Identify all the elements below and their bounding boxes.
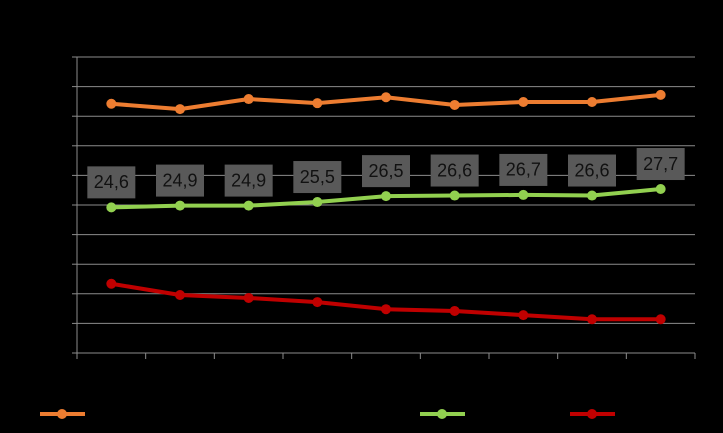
- label-box: [499, 153, 548, 186]
- data-label: 26,5: [368, 161, 403, 181]
- data-label: 26,6: [437, 160, 472, 180]
- point: [518, 310, 529, 321]
- point: [381, 304, 391, 315]
- point: [243, 94, 254, 105]
- y-tick-label: 30: [56, 168, 70, 182]
- y-tick-label: 20: [56, 227, 70, 241]
- point: [175, 200, 185, 211]
- label-box: [430, 154, 479, 187]
- label-box: [224, 164, 273, 197]
- point: [243, 200, 254, 211]
- data-label: 26,6: [574, 160, 609, 180]
- point: [518, 96, 529, 107]
- point: [312, 98, 323, 109]
- point: [312, 197, 323, 208]
- label-box: [568, 154, 616, 187]
- point: [449, 190, 460, 201]
- y-tick-label: 50: [56, 49, 70, 63]
- point: [106, 278, 117, 289]
- point: [655, 89, 666, 100]
- data-label: 24,6: [94, 172, 129, 192]
- label-box: [636, 148, 685, 181]
- y-tick-label: 40: [56, 108, 70, 122]
- label-box: [362, 155, 410, 188]
- y-tick-label: 25: [56, 197, 70, 211]
- point: [587, 190, 597, 201]
- y-tick-label: 15: [56, 256, 70, 270]
- point: [655, 184, 666, 195]
- y-tick-label: 10: [56, 286, 70, 300]
- point: [449, 305, 460, 316]
- label-box: [156, 164, 204, 197]
- point: [175, 289, 185, 300]
- data-label: 25,5: [300, 167, 335, 187]
- data-label: 24,9: [231, 170, 266, 190]
- point: [243, 292, 254, 303]
- point: [518, 189, 529, 200]
- point: [587, 96, 597, 107]
- point: [175, 104, 185, 115]
- point: [106, 98, 117, 109]
- point: [587, 314, 597, 325]
- point: [655, 314, 666, 325]
- legend-marker: [437, 409, 447, 419]
- point: [449, 99, 460, 110]
- point: [381, 92, 391, 103]
- label-box: [293, 161, 342, 194]
- y-tick-label: 45: [56, 79, 70, 93]
- data-label: 26,7: [506, 160, 541, 180]
- point: [381, 191, 391, 202]
- data-label: 27,7: [643, 154, 678, 174]
- point: [106, 202, 117, 213]
- y-tick-label: 0: [62, 345, 69, 359]
- legend-marker: [57, 409, 67, 419]
- y-tick-label: 5: [62, 316, 69, 330]
- point: [312, 297, 323, 308]
- data-label: 24,9: [162, 170, 197, 190]
- y-tick-label: 35: [56, 138, 70, 152]
- legend-marker: [587, 409, 597, 419]
- label-box: [87, 166, 136, 199]
